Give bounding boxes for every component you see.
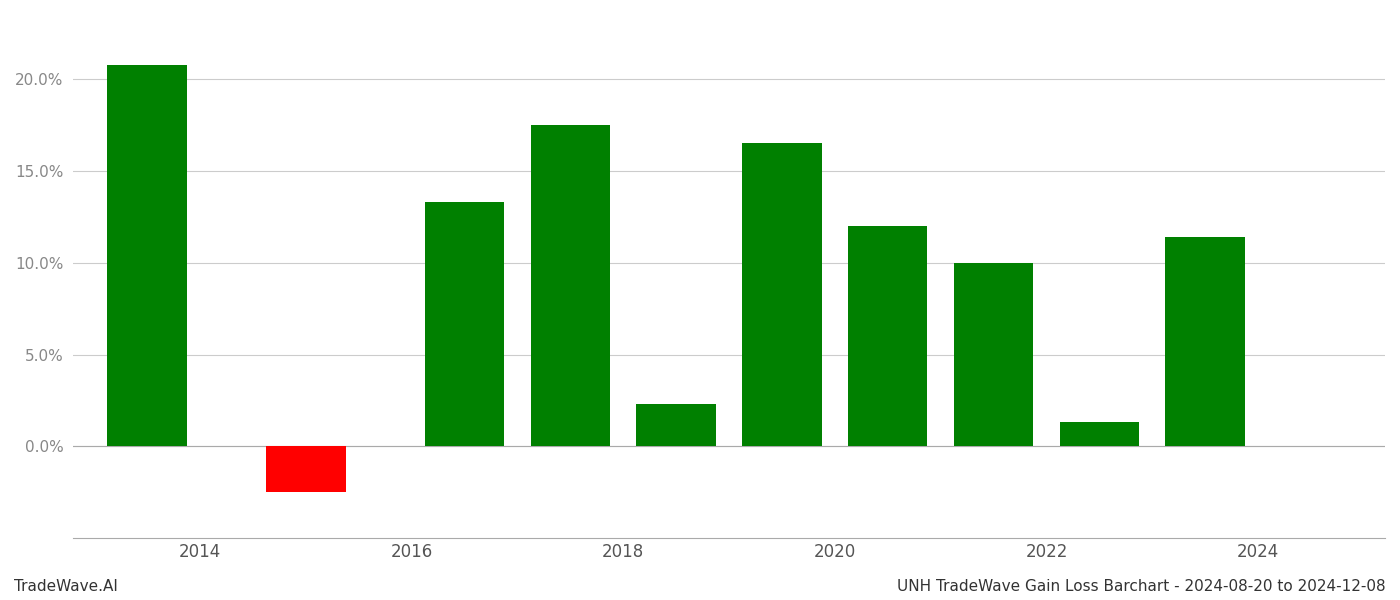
Text: UNH TradeWave Gain Loss Barchart - 2024-08-20 to 2024-12-08: UNH TradeWave Gain Loss Barchart - 2024-… xyxy=(897,579,1386,594)
Bar xyxy=(531,125,610,446)
Bar xyxy=(266,446,346,492)
Bar xyxy=(1165,237,1245,446)
Text: TradeWave.AI: TradeWave.AI xyxy=(14,579,118,594)
Bar xyxy=(637,404,715,446)
Bar xyxy=(953,263,1033,446)
Bar xyxy=(424,202,504,446)
Bar xyxy=(1060,422,1140,446)
Bar xyxy=(108,65,186,446)
Bar xyxy=(742,143,822,446)
Bar xyxy=(848,226,927,446)
